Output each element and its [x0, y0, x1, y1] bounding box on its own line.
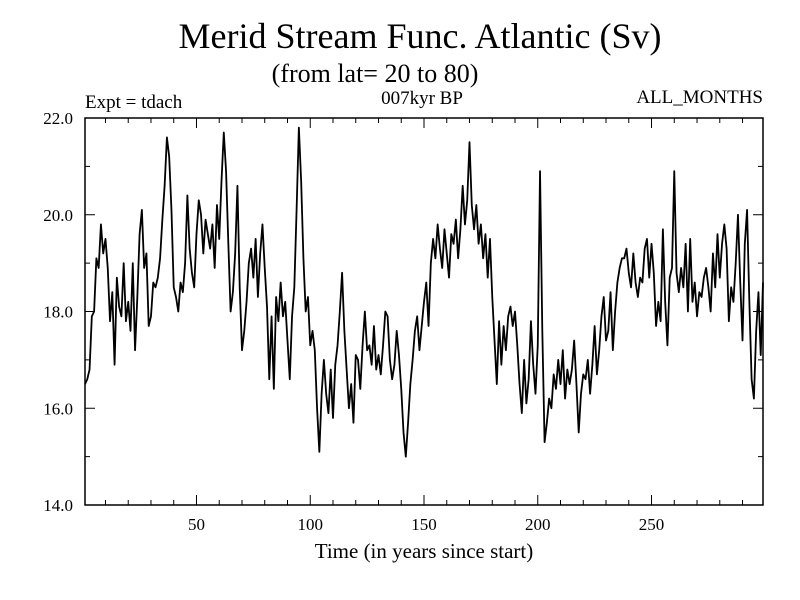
y-tick-label: 18.0	[43, 303, 73, 322]
y-tick-label: 20.0	[43, 206, 73, 225]
axis-ticks	[85, 117, 763, 506]
months-label: ALL_MONTHS	[636, 87, 763, 108]
chart-title: Merid Stream Func. Atlantic (Sv)	[179, 16, 662, 56]
data-series-line	[84, 126, 764, 458]
y-tick-labels: 14.0 16.0 18.0 20.0 22.0	[43, 109, 73, 515]
plot-frame	[84, 117, 764, 506]
x-tick-label: 250	[639, 515, 665, 534]
x-tick-label: 200	[525, 515, 551, 534]
period-label: 007kyr BP	[381, 88, 463, 109]
y-tick-label: 14.0	[43, 496, 73, 515]
y-tick-label: 16.0	[43, 399, 73, 418]
experiment-label: Expt = tdach	[85, 92, 183, 113]
x-axis-label: Time (in years since start)	[315, 539, 534, 563]
chart-subtitle: (from lat= 20 to 80)	[272, 59, 479, 88]
y-tick-label: 22.0	[43, 109, 73, 128]
x-tick-labels: 50 100 150 200 250	[188, 515, 664, 534]
x-tick-label: 100	[297, 515, 323, 534]
x-tick-label: 150	[411, 515, 437, 534]
x-tick-label: 50	[188, 515, 205, 534]
